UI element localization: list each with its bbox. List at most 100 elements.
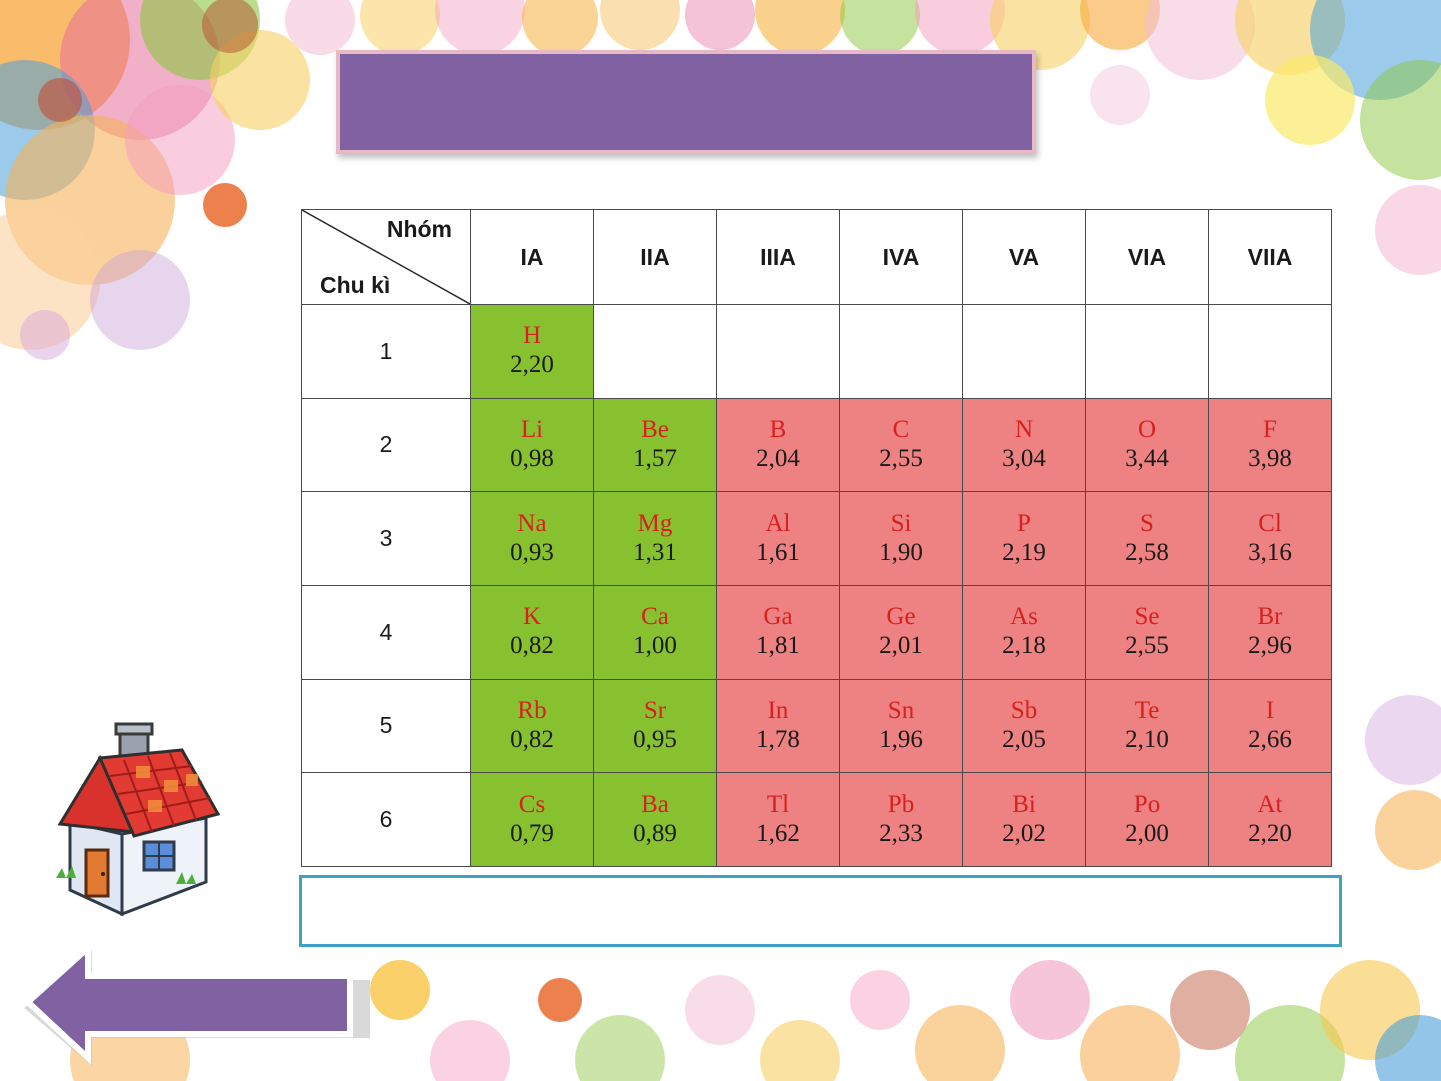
electronegativity-value: 2,02 (1002, 819, 1046, 847)
electronegativity-value: 1,90 (879, 538, 923, 566)
empty-cell (716, 304, 840, 399)
period-label: 6 (301, 772, 471, 867)
electronegativity-value: 0,98 (510, 444, 554, 472)
element-cell: Sb 2,05 (962, 678, 1086, 774)
element-symbol: Po (1133, 790, 1161, 818)
element-cell: Pb 2,33 (839, 772, 963, 867)
element-cell: Cl 3,16 (1208, 491, 1332, 586)
element-symbol: In (767, 696, 789, 724)
empty-cell (1085, 304, 1209, 399)
element-symbol: Rb (517, 696, 547, 724)
element-cell: Ba 0,89 (593, 772, 717, 867)
element-cell: F 3,98 (1208, 397, 1332, 493)
element-cell: Si 1,90 (839, 491, 963, 586)
element-symbol: Si (890, 509, 912, 537)
electronegativity-value: 2,04 (756, 444, 800, 472)
element-cell: Li 0,98 (470, 397, 594, 493)
empty-cell (1208, 304, 1332, 399)
element-symbol: As (1010, 603, 1038, 631)
element-cell: Mg 1,31 (593, 491, 717, 586)
electronegativity-value: 0,95 (633, 725, 677, 753)
element-symbol: Se (1134, 603, 1160, 631)
element-symbol: F (1263, 415, 1277, 443)
element-symbol: I (1265, 696, 1275, 724)
electronegativity-value: 2,20 (510, 351, 554, 379)
element-cell: Sr 0,95 (593, 678, 717, 774)
electronegativity-value: 1,61 (756, 538, 800, 566)
electronegativity-value: 3,44 (1125, 444, 1169, 472)
group-header: VA (962, 209, 1086, 305)
electronegativity-value: 1,78 (756, 725, 800, 753)
table-row: 3 Na 0,93 Mg 1,31 Al 1,61 Si 1,90 P 2,19 S 2,58 Cl 3,1… (301, 491, 1332, 586)
electronegativity-value: 0,79 (510, 819, 554, 847)
period-label: 1 (301, 304, 471, 399)
element-symbol: Ga (763, 603, 793, 631)
group-header: IA (470, 209, 594, 305)
element-cell: Al 1,61 (716, 491, 840, 586)
element-symbol: H (522, 322, 542, 350)
corner-header: Nhóm Chu kì (301, 209, 471, 305)
element-symbol: Sb (1010, 696, 1038, 724)
element-symbol: Br (1257, 603, 1283, 631)
element-cell: Sn 1,96 (839, 678, 963, 774)
element-cell: Na 0,93 (470, 491, 594, 586)
element-symbol: K (522, 603, 542, 631)
empty-cell (593, 304, 717, 399)
element-symbol: C (892, 415, 910, 443)
electronegativity-value: 1,57 (633, 444, 677, 472)
element-cell: Be 1,57 (593, 397, 717, 493)
element-cell: N 3,04 (962, 397, 1086, 493)
element-cell: As 2,18 (962, 584, 1086, 680)
period-label: 2 (301, 397, 471, 493)
electronegativity-value: 1,00 (633, 632, 677, 660)
electronegativity-value: 0,89 (633, 819, 677, 847)
answer-box[interactable] (299, 875, 1342, 947)
element-symbol: B (769, 415, 787, 443)
table-row: 6 Cs 0,79 Ba 0,89 Tl 1,62 Pb 2,33 Bi 2,02 Po 2,00 At 2… (301, 772, 1332, 867)
home-button[interactable] (52, 722, 224, 918)
group-header: VIIA (1208, 209, 1332, 305)
bottom-bubbles (70, 960, 1441, 1081)
electronegativity-value: 2,20 (1248, 819, 1292, 847)
electronegativity-value: 2,05 (1002, 725, 1046, 753)
table-row: 1 H 2,20 (301, 304, 1332, 399)
left-arrow-icon (23, 944, 370, 1066)
element-symbol: Al (765, 509, 791, 537)
element-cell: C 2,55 (839, 397, 963, 493)
element-cell: At 2,20 (1208, 772, 1332, 867)
element-symbol: Cs (518, 790, 546, 818)
element-cell: Br 2,96 (1208, 584, 1332, 680)
element-symbol: Te (1134, 696, 1160, 724)
element-cell: Cs 0,79 (470, 772, 594, 867)
back-button[interactable] (20, 944, 375, 1072)
electronegativity-value: 0,93 (510, 538, 554, 566)
element-cell: Ge 2,01 (839, 584, 963, 680)
table-body: 1 H 2,20 2 Li 0,98 Be 1,57 B 2,04 C 2,55 N 3,04 O 3,44 F… (301, 304, 1332, 867)
element-symbol: Ba (641, 790, 669, 818)
element-symbol: N (1014, 415, 1034, 443)
element-symbol: Bi (1012, 790, 1036, 818)
title-banner (336, 50, 1036, 154)
element-symbol: S (1140, 509, 1154, 537)
table-row: 4 K 0,82 Ca 1,00 Ga 1,81 Ge 2,01 As 2,18 Se 2,55 Br 2,… (301, 584, 1332, 680)
element-cell: Tl 1,62 (716, 772, 840, 867)
element-symbol: At (1257, 790, 1283, 818)
element-symbol: Sn (887, 696, 915, 724)
element-cell: Rb 0,82 (470, 678, 594, 774)
electronegativity-value: 1,62 (756, 819, 800, 847)
element-cell: Ga 1,81 (716, 584, 840, 680)
period-label: 5 (301, 678, 471, 774)
element-symbol: P (1017, 509, 1031, 537)
element-cell: Bi 2,02 (962, 772, 1086, 867)
element-symbol: O (1137, 415, 1157, 443)
group-header: IVA (839, 209, 963, 305)
element-cell: P 2,19 (962, 491, 1086, 586)
empty-cell (962, 304, 1086, 399)
electronegativity-value: 2,66 (1248, 725, 1292, 753)
top-left-bubbles (0, 0, 755, 360)
element-symbol: Ca (641, 603, 669, 631)
electronegativity-value: 1,31 (633, 538, 677, 566)
element-cell: Se 2,55 (1085, 584, 1209, 680)
element-cell: I 2,66 (1208, 678, 1332, 774)
element-symbol: Be (641, 415, 669, 443)
